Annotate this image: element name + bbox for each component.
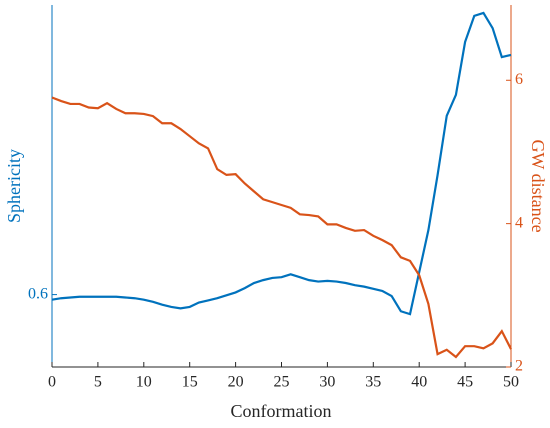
- x-tick-label: 25: [274, 374, 290, 391]
- x-tick-label: 35: [365, 374, 381, 391]
- y2-tick-label: 6: [515, 71, 523, 88]
- x-tick-label: 45: [457, 374, 473, 391]
- line-series: [51, 11, 512, 316]
- x-tick-label: 15: [182, 374, 198, 391]
- y-axis-label: Sphericity: [4, 149, 24, 223]
- y-tick-label: 0.6: [28, 285, 48, 302]
- x-tick-label: 20: [228, 374, 244, 391]
- y2-tick-label: 4: [515, 214, 523, 231]
- y2-axis-label: GW distance: [528, 139, 548, 232]
- line-series: [51, 96, 512, 359]
- x-tick-label: 50: [503, 374, 519, 391]
- x-tick-label: 5: [94, 374, 102, 391]
- x-axis-label: Conformation: [231, 401, 332, 421]
- x-tick-label: 0: [48, 374, 56, 391]
- x-tick-label: 40: [411, 374, 427, 391]
- x-tick-label: 10: [136, 374, 152, 391]
- x-tick-label: 30: [319, 374, 335, 391]
- y2-tick-label: 2: [515, 358, 523, 375]
